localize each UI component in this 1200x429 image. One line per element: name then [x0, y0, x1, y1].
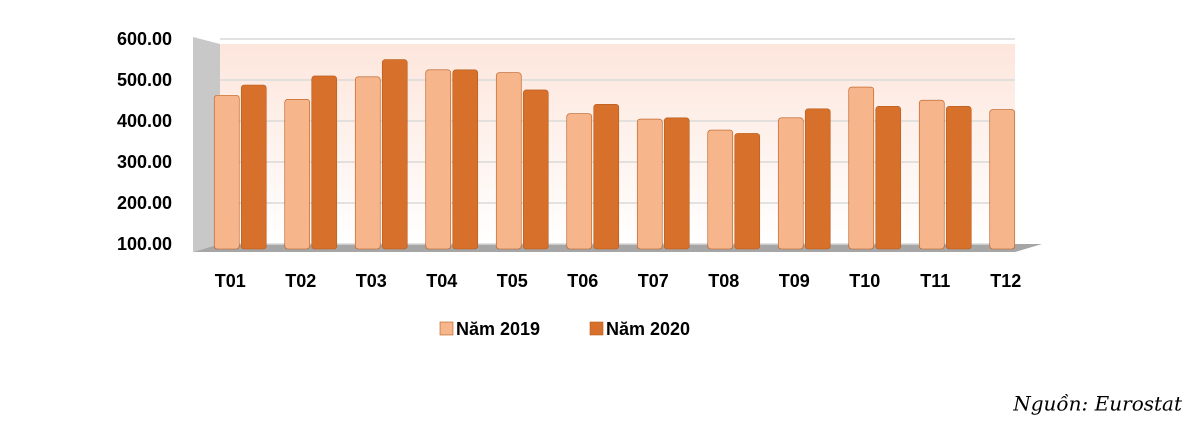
bar — [663, 117, 690, 250]
legend-label: Năm 2020 — [606, 319, 690, 339]
y-tick-label: 500.00 — [117, 70, 172, 90]
x-tick-label: T11 — [920, 271, 950, 291]
y-tick-label: 600.00 — [117, 29, 172, 49]
bar — [354, 76, 381, 250]
y-tick-label: 300.00 — [117, 152, 172, 172]
bar — [734, 133, 761, 250]
bar — [284, 99, 311, 250]
side-wall — [193, 37, 220, 252]
x-tick-label: T01 — [215, 271, 246, 291]
bar — [875, 106, 902, 250]
x-tick-label: T08 — [708, 271, 739, 291]
bar — [495, 72, 522, 250]
x-tick-label: T02 — [285, 271, 316, 291]
bar — [945, 106, 972, 250]
legend-label: Năm 2019 — [456, 319, 540, 339]
bar — [425, 69, 452, 250]
bar — [593, 103, 620, 250]
bar — [707, 129, 734, 250]
x-tick-label: T04 — [426, 271, 457, 291]
legend-swatch — [439, 321, 454, 336]
y-tick-label: 200.00 — [117, 193, 172, 213]
bar — [777, 117, 804, 250]
x-tick-label: T07 — [638, 271, 669, 291]
x-tick-label: T09 — [779, 271, 810, 291]
bar — [918, 99, 945, 250]
x-tick-label: T06 — [567, 271, 598, 291]
bar — [381, 59, 408, 250]
bar — [566, 113, 593, 250]
bar — [240, 84, 267, 250]
bar — [213, 94, 240, 250]
x-tick-label: T12 — [990, 271, 1021, 291]
y-tick-label: 100.00 — [117, 234, 172, 254]
source: Nguồn: Eurostat — [1012, 392, 1183, 416]
bar — [989, 109, 1016, 250]
bar — [311, 75, 338, 250]
bar — [848, 86, 875, 250]
x-tick-label: T05 — [497, 271, 528, 291]
x-tick-label: T10 — [849, 271, 880, 291]
bar — [452, 69, 479, 250]
legend-swatch — [589, 321, 604, 336]
bar — [804, 108, 831, 250]
x-tick-label: T03 — [356, 271, 387, 291]
y-tick-label: 400.00 — [117, 111, 172, 131]
bar — [522, 89, 549, 250]
bar — [636, 118, 663, 250]
